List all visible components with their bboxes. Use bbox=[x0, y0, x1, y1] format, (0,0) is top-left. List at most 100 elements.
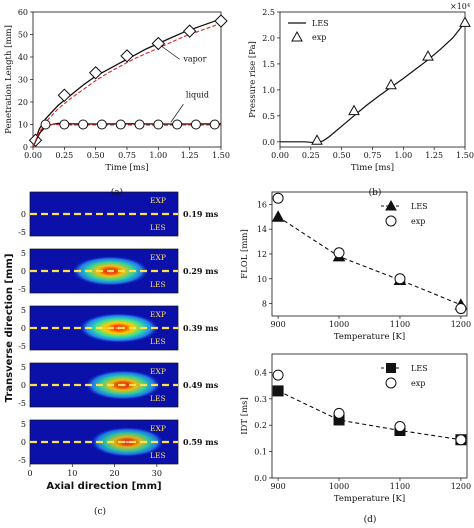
y-axis-label: Pressure rise [Pa] bbox=[248, 41, 258, 118]
les-marker bbox=[333, 414, 345, 426]
legend-exp-label: exp bbox=[411, 379, 425, 388]
x-tick-label: 0.00 bbox=[24, 151, 42, 160]
y-tick-label: 40 bbox=[18, 53, 28, 62]
y-tick-label: -5 bbox=[18, 456, 26, 465]
legend-exp-label: exp bbox=[312, 33, 326, 42]
y-tick-label: 2.0 bbox=[262, 34, 275, 43]
time-label: 0.39 ms bbox=[183, 323, 219, 333]
y-tick-label: 0 bbox=[21, 324, 26, 333]
exp-marker bbox=[459, 16, 471, 27]
y-axis-label: FLOL [mm] bbox=[240, 229, 250, 279]
y-tick-label: 0 bbox=[21, 267, 26, 276]
liquid-les-alt-line bbox=[32, 123, 221, 148]
y-exponent-label: ×10⁴ bbox=[450, 2, 470, 11]
liquid-exp-marker bbox=[59, 119, 70, 130]
plot-frame bbox=[271, 191, 468, 317]
plot-frame bbox=[279, 11, 466, 148]
liquid-exp-marker bbox=[78, 119, 89, 130]
annotation-liquid: liquid bbox=[186, 91, 209, 100]
y-axis-label: Transverse direction [mm] bbox=[4, 254, 15, 403]
plot-frame bbox=[271, 353, 468, 479]
x-tick-label: 0.00 bbox=[271, 151, 289, 160]
y-tick-label: 14 bbox=[257, 225, 267, 234]
les-half-label: LES bbox=[150, 223, 166, 232]
x-tick-label: 10 bbox=[67, 469, 77, 478]
y-tick-label: -5 bbox=[18, 228, 26, 237]
y-tick-label: 0.5 bbox=[262, 112, 275, 121]
vapor-exp-marker bbox=[120, 49, 134, 63]
legend-exp-swatch bbox=[385, 215, 397, 227]
x-tick-label: 0.50 bbox=[87, 151, 105, 160]
les-half-label: LES bbox=[150, 451, 166, 460]
vapor-exp-marker bbox=[182, 24, 197, 38]
y-axis-label: Penetration Length [mm] bbox=[4, 25, 14, 134]
exp-marker bbox=[311, 134, 323, 145]
vapor-exp-marker bbox=[88, 66, 103, 80]
legend-les-swatch bbox=[386, 363, 396, 373]
liquid-exp-marker bbox=[172, 119, 183, 130]
exp-marker bbox=[394, 421, 406, 433]
x-tick-label: 1.50 bbox=[212, 151, 230, 160]
liquid-exp-marker bbox=[134, 119, 145, 130]
x-tick-label: 1100 bbox=[390, 320, 410, 329]
exp-marker bbox=[394, 273, 406, 285]
legend-exp-swatch bbox=[291, 30, 303, 42]
vapor-exp-marker bbox=[57, 88, 72, 102]
legend-exp-label: exp bbox=[411, 217, 425, 226]
panel-label-b: (b) bbox=[369, 187, 382, 198]
legend-exp-swatch bbox=[385, 377, 397, 389]
x-tick-label: 0.50 bbox=[333, 151, 351, 160]
y-tick-label: 8 bbox=[262, 300, 267, 309]
annotation-liquid-pointer bbox=[170, 104, 184, 123]
vapor-exp-marker bbox=[214, 14, 228, 28]
y-tick-label: 0 bbox=[21, 438, 26, 447]
x-axis-label: Time [ms] bbox=[105, 163, 148, 173]
x-tick-label: 1.50 bbox=[456, 151, 474, 160]
x-tick-label: 1200 bbox=[451, 320, 471, 329]
y-tick-label: 0.3 bbox=[254, 395, 267, 404]
vapor-les-alt-line bbox=[32, 22, 222, 148]
x-axis-label: Temperature [K] bbox=[334, 494, 405, 504]
legend-les-label: LES bbox=[411, 202, 428, 211]
legend-les-swatch bbox=[385, 199, 397, 211]
exp-marker bbox=[385, 78, 397, 90]
y-tick-label: 1.5 bbox=[262, 60, 275, 69]
time-label: 0.49 ms bbox=[183, 380, 219, 390]
liquid-exp-marker bbox=[40, 119, 51, 130]
y-tick-label: 20 bbox=[18, 98, 28, 107]
y-tick-label: 2.5 bbox=[262, 8, 275, 17]
y-tick-label: -5 bbox=[18, 342, 26, 351]
y-tick-label: 0 bbox=[21, 210, 26, 219]
y-tick-label: 5 bbox=[21, 363, 26, 372]
x-tick-label: 1.25 bbox=[425, 151, 443, 160]
x-axis-label: Axial direction [mm] bbox=[46, 481, 161, 492]
x-axis-label: Time [ms] bbox=[351, 163, 394, 173]
x-tick-label: 1.25 bbox=[181, 151, 199, 160]
exp-marker bbox=[272, 369, 284, 381]
y-tick-label: -5 bbox=[18, 399, 26, 408]
les-dashed-line bbox=[277, 216, 462, 306]
les-half-label: LES bbox=[150, 337, 166, 346]
panel-a-penetration-chart: 0.00 0.25 0.50 0.75 1.00 1.25 1.50 0 10 20 30 40 50 6… bbox=[4, 8, 230, 173]
y-tick-label: 0 bbox=[23, 143, 28, 152]
les-dashed-line bbox=[277, 390, 461, 441]
x-tick-label: 30 bbox=[152, 469, 162, 478]
y-tick-label: 12 bbox=[257, 250, 267, 259]
les-half-label: LES bbox=[150, 394, 166, 403]
x-tick-label: 0 bbox=[27, 469, 32, 478]
exp-marker bbox=[333, 407, 345, 419]
x-tick-label: 0.25 bbox=[55, 151, 73, 160]
y-tick-label: 5 bbox=[21, 306, 26, 315]
exp-marker bbox=[455, 434, 467, 446]
exp-marker bbox=[272, 192, 284, 204]
y-tick-label: 16 bbox=[257, 200, 267, 209]
y-axis-label: IDT [ms] bbox=[240, 397, 250, 435]
panel-d-flol-chart: 900 1000 1100 1200 8 10 12 14 16 Temperature [K] F… bbox=[240, 191, 471, 342]
y-tick-label: 10 bbox=[257, 275, 267, 284]
exp-half-label: EXP bbox=[150, 196, 166, 205]
vapor-exp-marker bbox=[151, 36, 166, 51]
panel-b-pressure-chart: 0.00 0.25 0.50 0.75 1.00 1.25 1.50 0.0 0.5 1.0 1.5… bbox=[248, 2, 474, 173]
y-tick-label: 60 bbox=[18, 8, 28, 17]
panel-label-a: (a) bbox=[111, 187, 123, 198]
